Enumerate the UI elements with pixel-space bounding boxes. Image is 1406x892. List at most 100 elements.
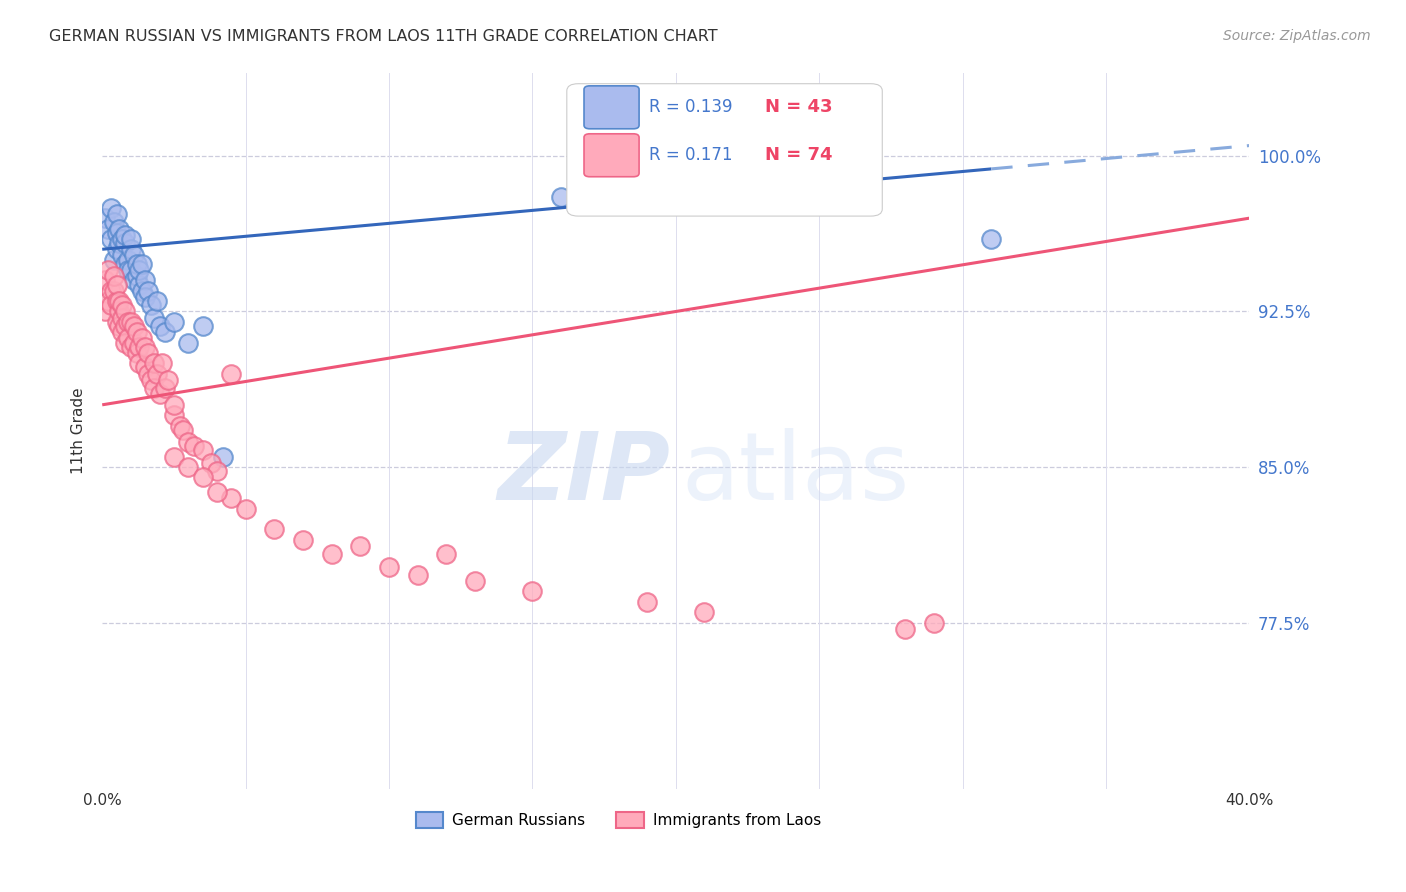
Text: N = 43: N = 43 xyxy=(765,98,832,116)
Text: R = 0.171: R = 0.171 xyxy=(650,146,733,164)
Point xyxy=(108,294,131,309)
Point xyxy=(191,443,214,458)
Point xyxy=(219,367,242,381)
Point xyxy=(291,533,314,547)
Point xyxy=(97,263,120,277)
Point xyxy=(114,235,136,250)
Point xyxy=(117,315,139,329)
Text: ZIP: ZIP xyxy=(498,427,671,520)
Point xyxy=(122,318,145,333)
Point xyxy=(205,484,228,499)
Point xyxy=(205,464,228,478)
Point xyxy=(464,574,486,588)
Point xyxy=(100,284,122,298)
Point xyxy=(108,304,131,318)
Point xyxy=(114,227,136,242)
Point xyxy=(134,360,156,375)
Point xyxy=(152,356,174,370)
Point xyxy=(172,423,194,437)
Point xyxy=(105,277,128,292)
Point xyxy=(105,294,128,309)
Point xyxy=(117,331,139,345)
Point xyxy=(378,559,401,574)
Point xyxy=(100,298,122,312)
Point xyxy=(148,318,170,333)
Point xyxy=(128,277,150,292)
Point xyxy=(155,381,177,395)
Point xyxy=(148,387,170,401)
Point xyxy=(94,211,117,226)
Point xyxy=(894,622,917,636)
Point xyxy=(169,418,191,433)
Point xyxy=(120,315,142,329)
Point xyxy=(103,215,125,229)
Point xyxy=(131,257,153,271)
Point xyxy=(349,539,371,553)
Text: atlas: atlas xyxy=(682,427,910,520)
Point xyxy=(105,315,128,329)
Point xyxy=(120,340,142,354)
Legend: German Russians, Immigrants from Laos: German Russians, Immigrants from Laos xyxy=(409,806,827,835)
Point xyxy=(125,269,148,284)
Point xyxy=(97,221,120,235)
Point xyxy=(163,398,186,412)
Point xyxy=(211,450,233,464)
Point xyxy=(200,456,222,470)
Point xyxy=(693,605,716,619)
Point xyxy=(114,257,136,271)
Point xyxy=(522,584,544,599)
Point xyxy=(131,284,153,298)
Point xyxy=(108,221,131,235)
Point xyxy=(100,201,122,215)
FancyBboxPatch shape xyxy=(583,134,640,177)
Y-axis label: 11th Grade: 11th Grade xyxy=(72,387,86,474)
Point xyxy=(97,294,120,309)
Point xyxy=(157,373,180,387)
Point xyxy=(235,501,257,516)
Point xyxy=(128,340,150,354)
Point xyxy=(94,273,117,287)
Text: Source: ZipAtlas.com: Source: ZipAtlas.com xyxy=(1223,29,1371,43)
Point xyxy=(114,335,136,350)
Point xyxy=(434,547,457,561)
Point xyxy=(128,263,150,277)
Point xyxy=(111,325,134,339)
Point xyxy=(142,356,165,370)
Text: R = 0.139: R = 0.139 xyxy=(650,98,733,116)
Point xyxy=(108,235,131,250)
Point xyxy=(922,615,945,630)
Point xyxy=(219,491,242,505)
Point xyxy=(120,242,142,256)
Point xyxy=(108,318,131,333)
Point xyxy=(103,284,125,298)
Point xyxy=(163,450,186,464)
Point xyxy=(125,257,148,271)
Point xyxy=(134,340,156,354)
Point xyxy=(145,367,167,381)
Point xyxy=(163,315,186,329)
FancyBboxPatch shape xyxy=(583,86,640,128)
Point xyxy=(263,522,285,536)
Point xyxy=(136,284,159,298)
Point xyxy=(142,381,165,395)
Point xyxy=(122,248,145,262)
Point xyxy=(177,435,200,450)
Point xyxy=(139,373,162,387)
Point xyxy=(177,335,200,350)
Point xyxy=(636,595,658,609)
Point xyxy=(103,269,125,284)
Point xyxy=(111,310,134,325)
Point xyxy=(100,232,122,246)
Point xyxy=(321,547,343,561)
Point xyxy=(183,439,205,453)
Point xyxy=(120,232,142,246)
Point xyxy=(136,346,159,360)
Point xyxy=(103,252,125,267)
Point xyxy=(105,226,128,240)
Point xyxy=(191,470,214,484)
Point xyxy=(111,248,134,262)
Point xyxy=(177,460,200,475)
Point xyxy=(163,408,186,422)
Point xyxy=(139,298,162,312)
Point xyxy=(111,232,134,246)
